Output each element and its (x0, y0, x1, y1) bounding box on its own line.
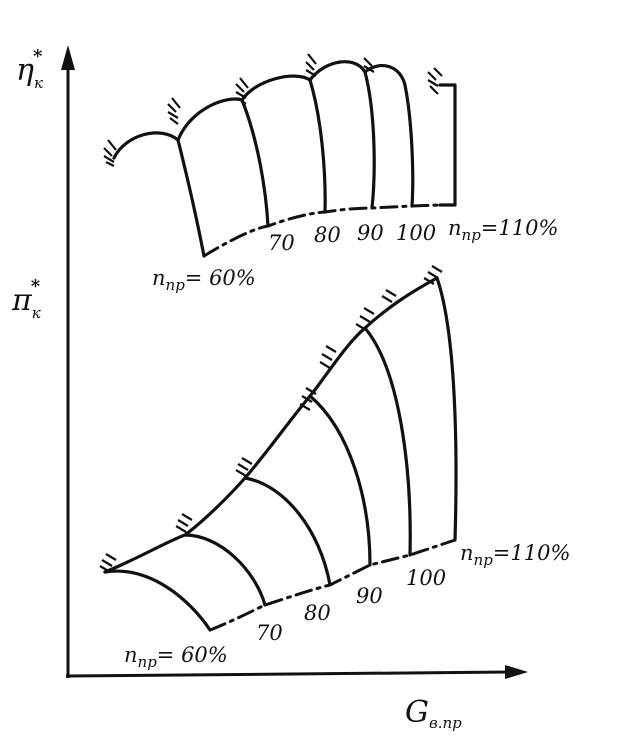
subscript: к (34, 74, 43, 92)
efficiency-axis-label: ηк * (16, 46, 43, 92)
subscript: в.пр (429, 714, 462, 732)
subscript: пр (462, 226, 482, 244)
speed-line-60 (176, 138, 206, 258)
speed-line-80 (243, 476, 332, 587)
speed-line-70 (183, 533, 267, 607)
speed-label: 100 (406, 566, 446, 590)
speed-line-70 (240, 98, 270, 228)
speed-line-90 (363, 70, 376, 210)
efficiency-envelope (112, 60, 407, 160)
symbol: G (405, 695, 429, 730)
symbol: n (460, 541, 474, 565)
value: = 60% (185, 266, 256, 290)
symbol: n (152, 266, 166, 290)
speed-label: nпр= 60% (152, 266, 256, 294)
surge-line (103, 276, 439, 574)
superscript: * (33, 46, 43, 67)
surge-hatching (99, 265, 443, 573)
efficiency-map (103, 53, 457, 258)
value: = 60% (157, 643, 228, 667)
symbol: n (124, 643, 138, 667)
value: =110% (481, 216, 559, 240)
surge-hatching (103, 53, 443, 167)
vertical-arrow (61, 45, 75, 70)
speed-label: 90 (357, 221, 384, 245)
speed-label: 70 (268, 231, 295, 255)
speed-line-110 (438, 83, 457, 207)
value: =110% (493, 541, 571, 565)
speed-label: 80 (314, 223, 341, 247)
pressure-axis-label: πк * (11, 276, 41, 322)
speed-label: nпр=110% (460, 541, 570, 569)
speed-label: 80 (304, 601, 331, 625)
speed-label: 100 (396, 221, 436, 245)
speed-label: nпр=110% (448, 216, 558, 244)
horizontal-arrow (505, 665, 528, 679)
symbol: n (448, 216, 462, 240)
symbol: η (16, 53, 34, 88)
axes (61, 45, 528, 679)
symbol: π (11, 283, 33, 318)
flow-axis-label: Gв.пр (405, 695, 462, 732)
speed-label: 70 (256, 621, 283, 645)
speed-line-80 (308, 78, 327, 214)
speed-line-90 (308, 394, 372, 567)
pressure-map (99, 265, 458, 632)
choke-line (208, 538, 457, 632)
horizontal-axis (65, 670, 516, 678)
speed-label: 90 (356, 584, 383, 608)
subscript: пр (166, 276, 186, 294)
speed-line-100 (403, 83, 415, 208)
speed-label: nпр= 60% (124, 643, 228, 671)
subscript: пр (138, 653, 158, 671)
choke-line (202, 203, 442, 258)
speed-line-110 (435, 276, 458, 542)
subscript: к (32, 304, 41, 322)
speed-line-100 (363, 326, 412, 557)
subscript: пр (474, 551, 494, 569)
superscript: * (31, 276, 41, 297)
speed-line-60 (103, 569, 212, 632)
